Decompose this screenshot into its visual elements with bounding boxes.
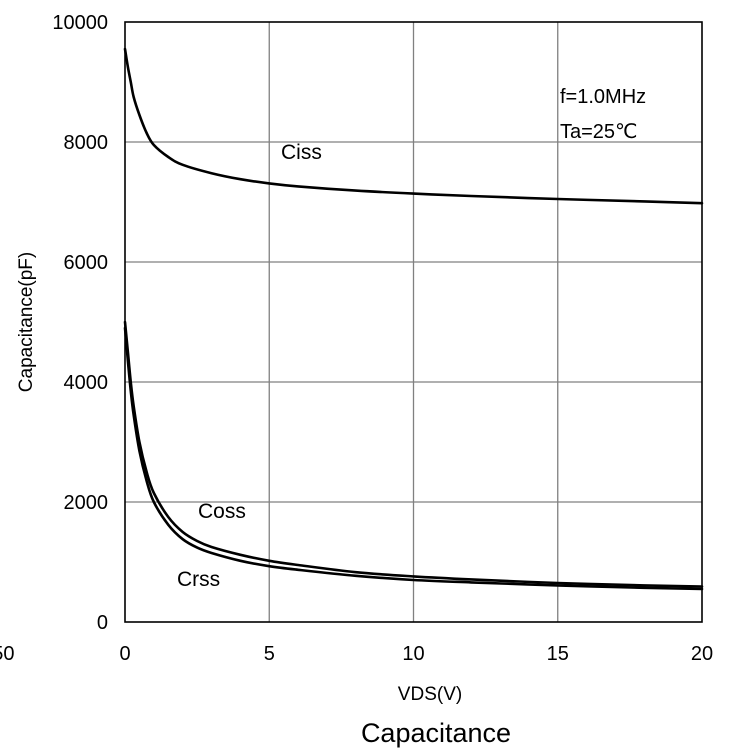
y-tick-label: 6000 [64,252,109,274]
series-label-coss: Coss [198,500,246,523]
series-label-crss: Crss [177,568,220,591]
grid [125,22,702,622]
x-tick-label: 15 [547,643,569,665]
condition-frequency: f=1.0MHz [560,86,646,108]
series-line-crss [123,326,704,591]
x-tick-label: 10 [402,643,424,665]
x-tick-label: 0 [119,643,130,665]
y-tick-label: 4000 [64,372,109,394]
y-tick-label: 0 [97,612,108,634]
chart-caption: Capacitance [361,718,511,748]
condition-temperature: Ta=25℃ [560,121,638,143]
series-line-ciss [123,47,704,205]
y-tick-label: 8000 [64,132,109,154]
series-label-ciss: Ciss [281,141,322,164]
x-tick-label: 20 [691,643,713,665]
stray-tick-label: -50 [0,643,14,665]
x-axis-label: VDS(V) [398,684,462,705]
x-tick-label: 5 [264,643,275,665]
y-tick-labels: 0 2000 4000 6000 8000 10000 [52,12,108,634]
y-tick-label: 2000 [64,492,109,514]
x-tick-labels: 0 5 10 15 20 [119,643,713,665]
y-tick-label: 10000 [52,12,108,34]
y-axis-label: Capacitance(pF) [16,252,37,392]
series-group [123,47,704,591]
